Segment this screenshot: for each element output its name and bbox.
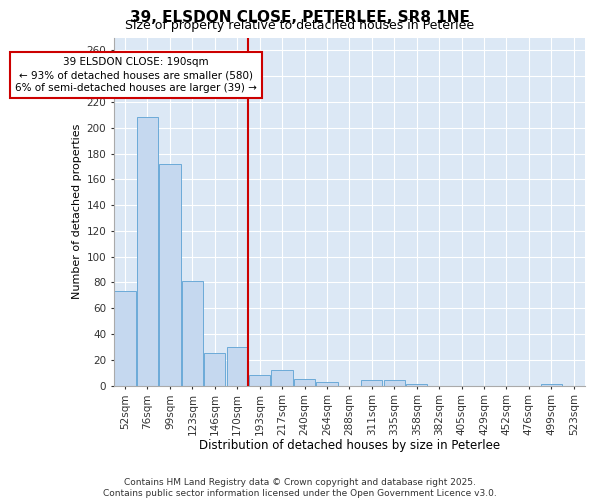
Bar [361, 380, 382, 386]
Bar [115, 292, 136, 386]
Bar [294, 379, 315, 386]
Text: Size of property relative to detached houses in Peterlee: Size of property relative to detached ho… [125, 19, 475, 32]
Text: Contains HM Land Registry data © Crown copyright and database right 2025.
Contai: Contains HM Land Registry data © Crown c… [103, 478, 497, 498]
Bar [249, 376, 271, 386]
X-axis label: Distribution of detached houses by size in Peterlee: Distribution of detached houses by size … [199, 440, 500, 452]
Bar [406, 384, 427, 386]
Text: 39, ELSDON CLOSE, PETERLEE, SR8 1NE: 39, ELSDON CLOSE, PETERLEE, SR8 1NE [130, 10, 470, 25]
Text: 39 ELSDON CLOSE: 190sqm
← 93% of detached houses are smaller (580)
6% of semi-de: 39 ELSDON CLOSE: 190sqm ← 93% of detache… [15, 57, 257, 93]
Bar [227, 347, 248, 386]
Bar [383, 380, 405, 386]
Bar [182, 281, 203, 386]
Bar [271, 370, 293, 386]
Y-axis label: Number of detached properties: Number of detached properties [72, 124, 82, 299]
Bar [137, 118, 158, 386]
Bar [204, 354, 226, 386]
Bar [541, 384, 562, 386]
Bar [316, 382, 338, 386]
Bar [159, 164, 181, 386]
